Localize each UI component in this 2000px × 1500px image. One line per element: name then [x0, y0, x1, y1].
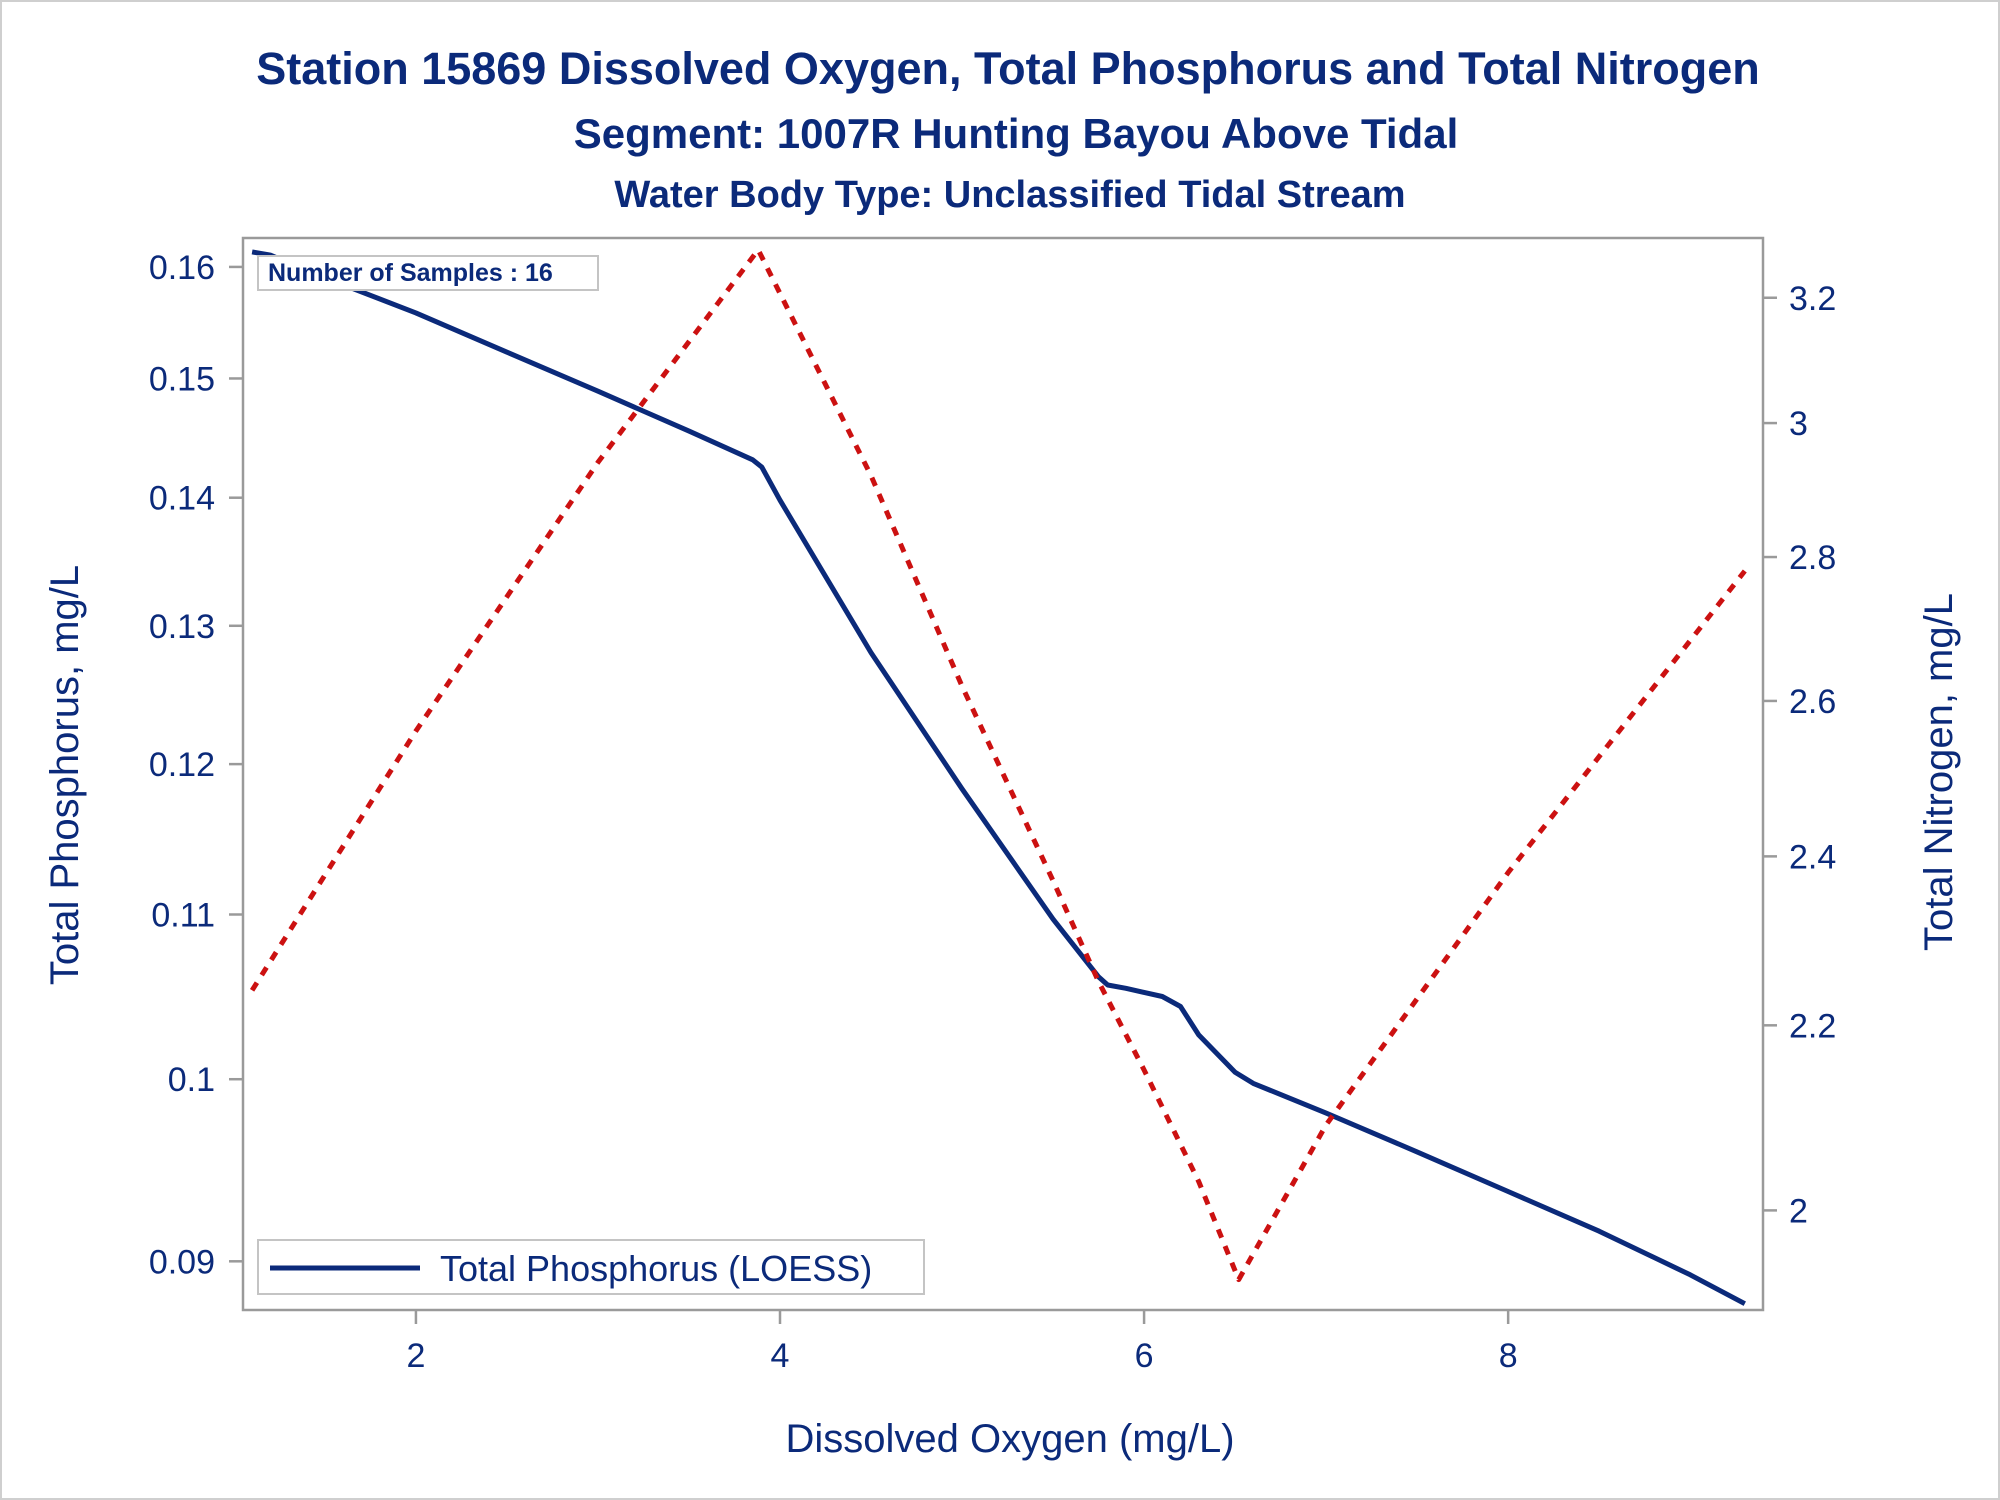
- inset-box: [257, 255, 599, 291]
- x-axis-label: Dissolved Oxygen (mg/L): [785, 1417, 1234, 1461]
- y2-tick-label: 3: [1789, 405, 1808, 443]
- y2-tick-label: 2.2: [1789, 1007, 1836, 1045]
- y-tick-label: 0.12: [149, 746, 215, 784]
- x-axis-ticks: 2 4 6 8: [406, 1310, 1518, 1375]
- y-tick-label: 0.16: [149, 249, 215, 287]
- y-tick-label: 0.15: [149, 360, 215, 398]
- y-tick-label: 0.09: [149, 1243, 215, 1281]
- y2-tick-label: 2: [1789, 1192, 1808, 1230]
- total-nitrogen-line: [249, 247, 1747, 1283]
- series-group: [249, 247, 1747, 1306]
- y-tick-label: 0.14: [149, 480, 215, 518]
- y2-tick-label: 3.2: [1789, 280, 1836, 318]
- y2-tick-label: 2.4: [1789, 838, 1836, 876]
- plot-area: [241, 236, 1765, 1312]
- chart-subtitle-2: Water Body Type: Unclassified Tidal Stre…: [614, 174, 1405, 216]
- y2-tick-label: 2.8: [1789, 539, 1836, 577]
- y2-axis-ticks: 2 2.2 2.4 2.6 2.8 3 3.2: [1763, 280, 1836, 1230]
- x-tick-label: 4: [771, 1337, 790, 1375]
- y-tick-label: 0.13: [149, 608, 215, 646]
- y2-tick-label: 2.6: [1789, 683, 1836, 721]
- x-tick-label: 2: [406, 1337, 425, 1375]
- y-axis-label: Total Phosphorus, mg/L: [43, 565, 87, 985]
- y-tick-label: 0.11: [151, 896, 215, 934]
- y-tick-label: 0.1: [168, 1061, 215, 1099]
- total-phosphorus-line: [251, 249, 1746, 1306]
- chart-subtitle: Segment: 1007R Hunting Bayou Above Tidal: [574, 110, 1458, 157]
- chart-title: Station 15869 Dissolved Oxygen, Total Ph…: [256, 43, 1760, 94]
- x-tick-label: 8: [1499, 1337, 1518, 1375]
- inset-sample-count: Number of Samples : 16: [268, 259, 553, 287]
- x-tick-label: 6: [1135, 1337, 1154, 1375]
- legend-label-total-phosphorus: Total Phosphorus (LOESS): [440, 1248, 872, 1289]
- y-axis-ticks: 0.09 0.1 0.11 0.12 0.13 0.14 0.15 0.16: [149, 249, 243, 1281]
- y2-axis-label: Total Nitrogen, mg/L: [1917, 593, 1961, 951]
